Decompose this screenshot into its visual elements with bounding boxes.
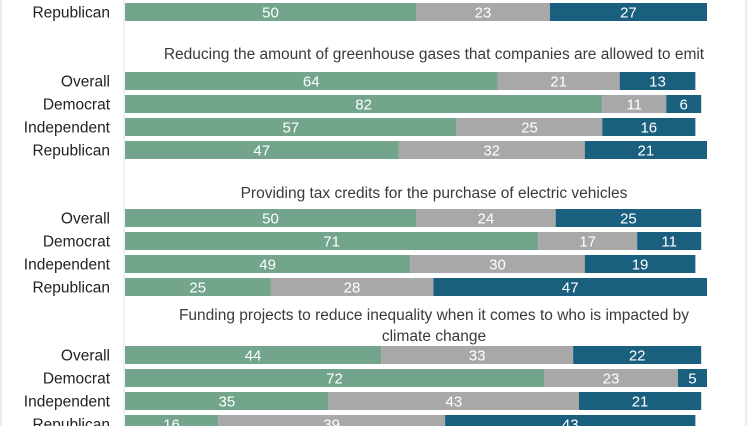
panel-title: Reducing the amount of greenhouse gases …: [164, 46, 705, 63]
category-label: Overall: [61, 74, 110, 91]
bar-value-label: 50: [262, 211, 279, 228]
bar-segment: [456, 118, 603, 136]
category-label: Independent: [24, 394, 111, 411]
bar-value-label: 50: [262, 5, 279, 22]
category-label: Democrat: [43, 97, 111, 114]
bar-value-label: 5: [688, 371, 696, 388]
bar-value-label: 47: [562, 280, 579, 297]
bar-value-label: 16: [163, 417, 180, 427]
bar-value-label: 25: [521, 120, 538, 137]
bar-segment: [549, 3, 707, 21]
bar-segment: [125, 3, 416, 21]
bar-value-label: 43: [445, 394, 462, 411]
bar-segment: [125, 72, 498, 90]
bar-segment: [410, 255, 585, 273]
bar-segment: [584, 141, 707, 159]
category-label: Republican: [32, 5, 110, 22]
bar-segment: [125, 392, 329, 410]
bar-value-label: 22: [629, 348, 646, 365]
category-label: Independent: [24, 257, 111, 274]
bar-value-label: 35: [219, 394, 236, 411]
bar-segment: [328, 392, 579, 410]
bar-value-label: 57: [283, 120, 300, 137]
bar-value-label: 82: [355, 97, 372, 114]
bar-segment: [125, 255, 411, 273]
bar-value-label: 33: [469, 348, 486, 365]
bar-segment: [398, 141, 585, 159]
bar-value-label: 25: [620, 211, 637, 228]
bar-value-label: 25: [189, 280, 206, 297]
bar-segment: [416, 209, 556, 227]
bar-segment: [573, 346, 702, 364]
bar-value-label: 21: [632, 394, 649, 411]
bar-value-label: 17: [579, 234, 596, 251]
panel-title: climate change: [382, 328, 486, 345]
bar-value-label: 24: [477, 211, 494, 228]
bar-value-label: 11: [626, 97, 642, 114]
bar-segment: [677, 369, 707, 387]
bar-segment: [125, 278, 271, 296]
bar-segment: [619, 72, 696, 90]
bar-value-label: 47: [253, 143, 270, 160]
bar-segment: [555, 209, 702, 227]
bar-value-label: 39: [323, 417, 340, 427]
panel-title: Funding projects to reduce inequality wh…: [179, 307, 689, 324]
bar-value-label: 21: [550, 74, 567, 91]
bar-segment: [666, 95, 702, 113]
bar-segment: [497, 72, 620, 90]
bar-value-label: 71: [323, 234, 340, 251]
category-label: Overall: [61, 348, 110, 365]
bar-segment: [602, 118, 696, 136]
bar-segment: [125, 369, 545, 387]
bar-segment: [125, 346, 382, 364]
bar-segment: [125, 141, 399, 159]
bar-value-label: 32: [483, 143, 500, 160]
bar-value-label: 27: [620, 5, 637, 22]
bar-segment: [433, 278, 707, 296]
bar-value-label: 19: [632, 257, 649, 274]
panel-title: Providing tax credits for the purchase o…: [241, 185, 628, 202]
bar-segment: [125, 95, 603, 113]
bar-value-label: 28: [344, 280, 361, 297]
bar-value-label: 44: [245, 348, 262, 365]
category-label: Overall: [61, 211, 110, 228]
bar-value-label: 43: [562, 417, 579, 427]
category-label: Democrat: [43, 234, 111, 251]
category-label: Republican: [32, 417, 110, 427]
bar-segment: [270, 278, 434, 296]
bar-segment: [584, 255, 696, 273]
bar-value-label: 30: [489, 257, 506, 274]
bar-segment: [538, 232, 638, 250]
bar-segment: [125, 232, 539, 250]
category-label: Republican: [32, 143, 110, 160]
bar-value-label: 72: [326, 371, 343, 388]
bar-segment: [416, 3, 550, 21]
bar-value-label: 49: [259, 257, 276, 274]
bar-value-label: 64: [303, 74, 320, 91]
bar-value-label: 21: [638, 143, 655, 160]
bar-value-label: 13: [649, 74, 666, 91]
bar-value-label: 16: [640, 120, 657, 137]
bar-value-label: 6: [680, 97, 688, 114]
bar-segment: [602, 95, 667, 113]
bar-value-label: 23: [603, 371, 620, 388]
bar-segment: [125, 118, 457, 136]
bar-value-label: 11: [661, 234, 677, 251]
category-label: Democrat: [43, 371, 111, 388]
bar-segment: [544, 369, 678, 387]
bar-segment: [578, 392, 702, 410]
bar-value-label: 23: [475, 5, 492, 22]
category-label: Republican: [32, 280, 110, 297]
bar-segment: [125, 209, 416, 227]
bar-segment: [637, 232, 702, 250]
bar-segment: [381, 346, 574, 364]
category-label: Independent: [24, 120, 111, 137]
